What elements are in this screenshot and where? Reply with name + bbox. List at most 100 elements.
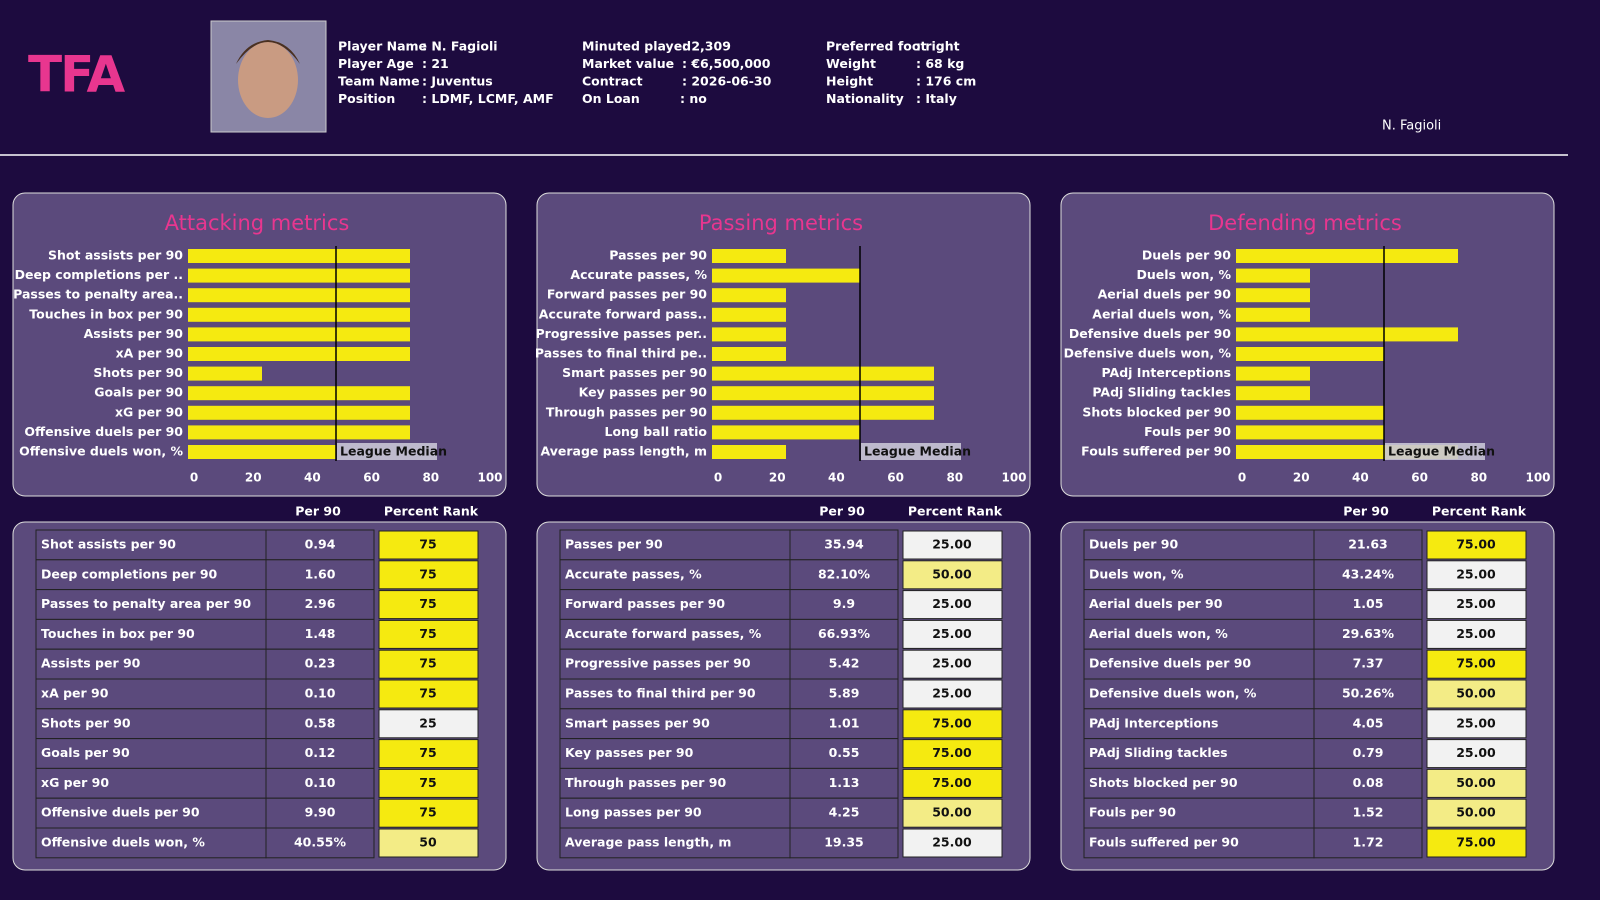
metric-name: Passes to final third per 90 [565, 686, 756, 701]
name-cell [559, 827, 791, 859]
metric-name: PAdj Interceptions [1089, 715, 1218, 730]
bar [712, 425, 860, 440]
percent-rank: 25.00 [1456, 715, 1496, 730]
per90-value: 1.48 [305, 626, 336, 641]
metric-name: Long passes per 90 [565, 805, 702, 820]
x-tick-label: 20 [769, 471, 786, 485]
metric-name: Through passes per 90 [565, 775, 726, 790]
info-label: Player Age [338, 56, 414, 71]
player-hair [236, 40, 300, 64]
name-cell [559, 618, 791, 650]
percent-rank: 50.00 [1456, 775, 1496, 790]
chart-title: Attacking metrics [165, 211, 350, 235]
category-label: Aerial duels won, % [1092, 306, 1231, 321]
column-header: Percent Rank [1432, 504, 1527, 519]
category-label: Defensive duels won, % [1064, 346, 1232, 361]
info-value: : N. Fagioli [422, 39, 498, 54]
category-label: Duels won, % [1137, 267, 1232, 282]
metric-name: Shots per 90 [41, 715, 131, 730]
value-cell [789, 678, 899, 710]
name-cell [35, 618, 267, 650]
rank-cell [902, 768, 1003, 798]
bar [712, 347, 786, 361]
category-label: Through passes per 90 [546, 404, 707, 419]
name-cell [559, 797, 791, 829]
rank-cell [378, 768, 479, 798]
category-label: Shots blocked per 90 [1082, 404, 1231, 419]
value-cell [265, 767, 375, 799]
percent-rank: 25.00 [1456, 626, 1496, 641]
bar [188, 347, 410, 361]
value-cell [265, 648, 375, 680]
median-label-box [337, 443, 437, 460]
name-cell [35, 738, 267, 769]
rank-cell [902, 739, 1003, 769]
category-label: Assists per 90 [84, 326, 184, 341]
value-cell [1313, 708, 1423, 740]
percent-rank: 75.00 [932, 715, 972, 730]
bar [712, 288, 786, 303]
metric-name: Defensive duels per 90 [1089, 656, 1251, 671]
metric-name: Fouls per 90 [1089, 805, 1176, 820]
percent-rank: 25.00 [932, 686, 972, 701]
rank-cell [902, 619, 1003, 649]
x-tick-label: 100 [1525, 471, 1550, 485]
bar [712, 268, 860, 283]
median-label: League Median [340, 444, 447, 459]
per90-value: 0.10 [305, 775, 336, 790]
name-tag: N. Fagioli [1382, 119, 1441, 134]
rank-cell [902, 649, 1003, 679]
category-label: Deep completions per .. [15, 267, 183, 282]
info-value: : Juventus [422, 74, 493, 89]
percent-rank: 25.00 [932, 537, 972, 552]
info-label: Position [338, 91, 395, 106]
bar [1236, 327, 1458, 342]
info-value: : right [916, 39, 960, 54]
per90-value: 1.05 [1353, 596, 1384, 611]
value-cell [789, 618, 899, 650]
value-cell [1313, 678, 1423, 710]
metric-name: Aerial duels per 90 [1089, 596, 1223, 611]
rank-cell [902, 560, 1003, 590]
per90-value: 1.52 [1353, 805, 1384, 820]
value-cell [789, 529, 899, 561]
x-tick-label: 20 [1293, 471, 1310, 485]
percent-rank: 50 [419, 835, 437, 850]
rank-cell [378, 828, 479, 858]
x-tick-label: 60 [363, 471, 380, 485]
percent-rank: 25.00 [932, 596, 972, 611]
percent-rank: 75 [419, 566, 436, 581]
category-label: Passes to final third pe.. [535, 346, 707, 361]
info-label: Nationality [826, 91, 904, 106]
per90-value: 66.93% [818, 626, 871, 641]
category-label: Touches in box per 90 [29, 306, 183, 321]
category-label: Passes to penalty area.. [13, 287, 183, 302]
rank-cell [1426, 798, 1527, 828]
percent-rank: 75 [419, 686, 436, 701]
percent-rank: 75.00 [1456, 656, 1496, 671]
x-tick-label: 80 [1470, 471, 1487, 485]
metric-name: Smart passes per 90 [565, 715, 710, 730]
percent-rank: 75 [419, 626, 436, 641]
column-header: Percent Rank [384, 504, 479, 519]
rank-cell [1426, 739, 1527, 769]
per90-value: 35.94 [824, 537, 864, 552]
value-cell [265, 738, 375, 769]
category-label: Forward passes per 90 [547, 287, 707, 302]
category-label: Offensive duels per 90 [24, 424, 183, 439]
column-header: Per 90 [295, 504, 341, 519]
info-value: : Italy [916, 91, 957, 106]
category-label: Fouls suffered per 90 [1081, 444, 1231, 459]
per90-value: 2.96 [305, 596, 336, 611]
value-cell [1313, 827, 1423, 859]
category-label: Aerial duels per 90 [1098, 287, 1232, 302]
percent-rank: 75.00 [932, 775, 972, 790]
category-label: Goals per 90 [94, 385, 183, 400]
per90-value: 82.10% [818, 566, 871, 581]
info-value: : 68 kg [916, 56, 964, 71]
bar [712, 445, 786, 459]
name-cell [559, 648, 791, 680]
name-cell [35, 529, 267, 561]
bar [188, 425, 410, 440]
